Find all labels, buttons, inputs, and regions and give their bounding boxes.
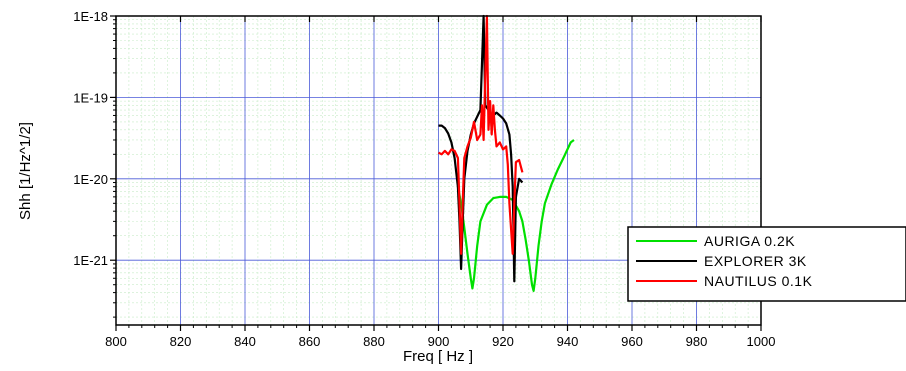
series-nautilus-0-1k xyxy=(437,14,524,255)
x-axis: 800 820 840 860 880 900 920 940 960 980 1000 xyxy=(105,16,775,349)
x-tick-label: 900 xyxy=(428,334,450,349)
x-tick-label: 880 xyxy=(363,334,385,349)
x-tick-label: 980 xyxy=(686,334,708,349)
legend-label-auriga-0-2k: AURIGA 0.2K xyxy=(704,233,795,249)
y-axis: 1E-18 1E-19 1E-20 1E-21 xyxy=(73,9,116,318)
y-tick-label: 1E-19 xyxy=(73,90,108,105)
legend-label-nautilus-0-1k: NAUTILUS 0.1K xyxy=(704,273,813,289)
x-tick-label: 840 xyxy=(234,334,256,349)
y-tick-label: 1E-21 xyxy=(73,253,108,268)
legend-frame xyxy=(627,226,906,302)
x-tick-label: 820 xyxy=(170,334,192,349)
y-tick-label: 1E-20 xyxy=(73,172,108,187)
series-layer xyxy=(437,14,575,292)
x-tick-label: 1000 xyxy=(747,334,776,349)
x-tick-label: 960 xyxy=(621,334,643,349)
x-tick-label: 920 xyxy=(492,334,514,349)
y-tick-label: 1E-18 xyxy=(73,9,108,24)
x-tick-label: 860 xyxy=(299,334,321,349)
y-axis-title: Shh [1/Hz^1/2] xyxy=(17,122,34,220)
x-tick-label: 940 xyxy=(557,334,579,349)
x-tick-label: 800 xyxy=(105,334,127,349)
legend-label-explorer-3k: EXPLORER 3K xyxy=(704,253,807,269)
series-explorer-3k xyxy=(438,14,524,283)
legend: AURIGA 0.2K EXPLORER 3K NAUTILUS 0.1K xyxy=(627,226,906,302)
series-auriga-0-2k xyxy=(456,139,575,292)
x-axis-title: Freq [ Hz ] xyxy=(403,348,473,365)
